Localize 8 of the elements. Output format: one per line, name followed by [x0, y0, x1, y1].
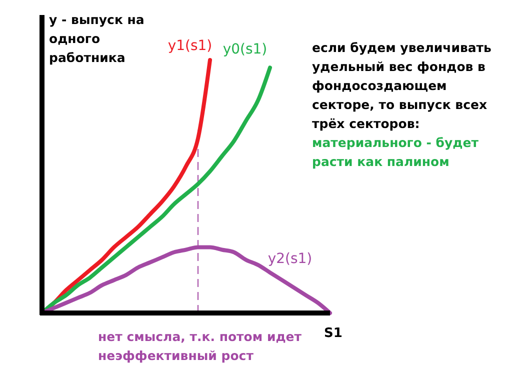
annotation: материального - будет расти как палином — [312, 135, 480, 169]
x-axis-title: S1 — [324, 326, 342, 341]
series-label: y0(s1) — [222, 42, 268, 58]
y-axis-title: y - выпуск на одного работника — [49, 12, 144, 65]
series-label: y1(s1) — [168, 38, 212, 54]
text: нет смысла, т.к. потом идет неэффективный рост — [98, 329, 302, 363]
annotation: если будем увеличивать удельный вес фондов в фондосоздающем секторе, то выпуск всех трёх секторов: — [312, 40, 492, 131]
series-label: y2(s1) — [268, 251, 312, 267]
